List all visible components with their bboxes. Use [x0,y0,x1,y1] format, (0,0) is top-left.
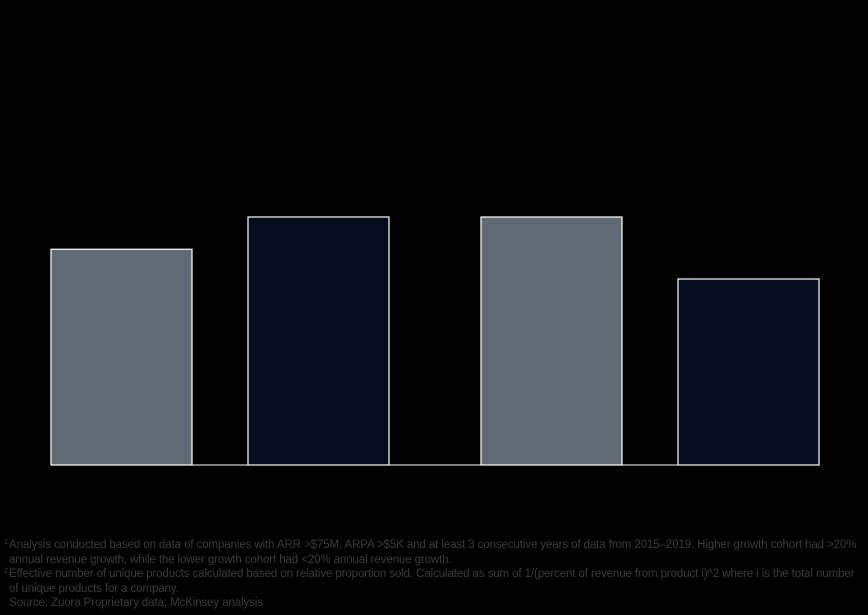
footnote-2-text: Effective number of unique products calc… [9,568,855,595]
bar-2 [247,216,390,466]
footnote-1-mark: 1 [4,539,8,546]
footnote-2: 2 Effective number of unique products ca… [4,567,864,596]
footnote-1: 1 Analysis conducted based on data of co… [4,538,864,567]
bar-1 [50,248,193,466]
bar-group [50,216,820,466]
bar-3 [480,216,623,466]
footnotes: 1 Analysis conducted based on data of co… [4,538,864,611]
footnote-1-text: Analysis conducted based on data of comp… [9,539,857,566]
source-note: Source: Zuora Proprietary data; McKinsey… [9,597,263,609]
footnote-2-mark: 2 [4,568,8,575]
bar-4 [677,278,820,466]
